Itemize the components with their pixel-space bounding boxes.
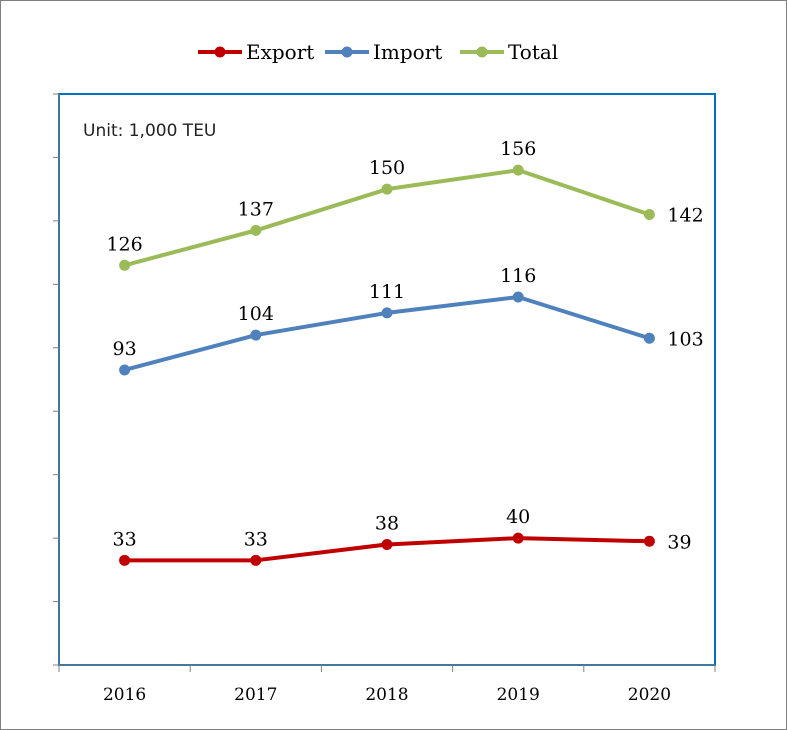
legend-marker <box>476 46 488 58</box>
data-point <box>512 164 524 176</box>
legend-item-total: Total <box>460 40 558 64</box>
x-tick-label: 2016 <box>103 685 146 705</box>
data-label: 33 <box>113 528 137 550</box>
x-tick-label: 2018 <box>365 685 408 705</box>
x-tick-label: 2017 <box>234 685 277 705</box>
data-label: 156 <box>500 138 536 160</box>
data-point <box>119 259 131 271</box>
legend-marker <box>341 46 353 58</box>
data-label: 150 <box>369 157 405 179</box>
legend: Export Import Total <box>198 40 558 64</box>
series-import: 93 104 111 116 103 <box>113 265 704 376</box>
data-label: 38 <box>375 512 399 534</box>
data-point <box>119 364 131 376</box>
x-tick-label: 2019 <box>497 685 540 705</box>
x-tick-label: 2020 <box>628 685 671 705</box>
data-label: 103 <box>667 328 703 350</box>
data-point <box>643 535 655 547</box>
legend-item-import: Import <box>325 40 442 64</box>
data-label: 104 <box>238 303 274 325</box>
data-label: 93 <box>113 338 137 360</box>
data-point <box>643 332 655 344</box>
data-label: 142 <box>667 205 703 227</box>
legend-item-export: Export <box>198 40 314 64</box>
data-label: 40 <box>506 506 530 528</box>
data-point <box>512 291 524 303</box>
data-label: 116 <box>500 265 536 287</box>
data-point <box>512 532 524 544</box>
data-point <box>381 183 393 195</box>
axes: 2016 2017 2018 2019 2020 <box>53 93 716 705</box>
legend-label: Import <box>373 40 442 64</box>
data-point <box>643 209 655 221</box>
data-point <box>381 307 393 319</box>
data-label: 111 <box>369 281 405 303</box>
legend-label: Total <box>508 40 558 64</box>
unit-note: Unit: 1,000 TEU <box>83 121 216 141</box>
plot-area <box>58 93 716 666</box>
data-point <box>250 554 262 566</box>
data-label: 137 <box>238 198 274 220</box>
data-label: 39 <box>667 531 691 553</box>
data-point <box>119 554 131 566</box>
series-lines: 33 33 38 40 39 93 104 111 116 103 126 137 150 156 142 <box>106 138 704 566</box>
data-label: 126 <box>106 233 142 255</box>
data-point <box>250 329 262 341</box>
data-point <box>250 224 262 236</box>
series-total: 126 137 150 156 142 <box>106 138 704 271</box>
series-export: 33 33 38 40 39 <box>113 506 692 566</box>
data-point <box>381 538 393 550</box>
legend-marker <box>214 46 226 58</box>
data-label: 33 <box>244 528 268 550</box>
legend-label: Export <box>246 40 314 64</box>
